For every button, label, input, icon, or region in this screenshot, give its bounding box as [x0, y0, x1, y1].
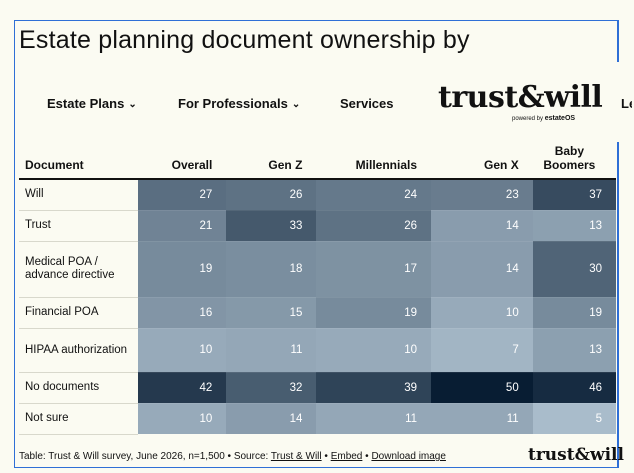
table-cell: 11 [316, 403, 432, 435]
site-navbar: Estate Plans ⌄ For Professionals ⌄ Service… [18, 62, 632, 142]
table-cell: 50 [431, 372, 533, 404]
trustwill-logo[interactable]: trust&will [438, 80, 603, 115]
table-cell: 19 [316, 297, 432, 329]
row-label: Trust [19, 210, 138, 242]
table-cell: 32 [226, 372, 317, 404]
table-footer: Table: Trust & Will survey, June 2026, n… [19, 451, 446, 462]
nav-estate-plans[interactable]: Estate Plans ⌄ [47, 96, 137, 111]
table-cell: 14 [431, 210, 533, 242]
table-cell: 13 [532, 210, 616, 242]
chevron-down-icon: ⌄ [128, 99, 137, 110]
col-header-overall: Overall [137, 142, 227, 180]
table-cell: 39 [316, 372, 432, 404]
col-header-gen-z: Gen Z [226, 142, 317, 180]
nav-for-professionals[interactable]: For Professionals ⌄ [178, 96, 300, 111]
table-cell: 26 [226, 179, 317, 211]
table-row: No documents 42 32 39 50 46 [19, 372, 616, 404]
table-cell: 13 [532, 328, 616, 373]
table-cell: 10 [316, 328, 432, 373]
table-cell: 30 [532, 241, 616, 298]
table-cell: 14 [226, 403, 317, 435]
table-cell: 26 [316, 210, 432, 242]
chevron-down-icon: ⌄ [291, 99, 301, 110]
footer-logo[interactable]: trust&will [528, 445, 624, 465]
logo-powered-by: powered by estateOS [512, 115, 575, 122]
nav-cut-item[interactable]: Le [621, 96, 632, 111]
col-header-gen-x: Gen X [431, 142, 533, 180]
embed-link[interactable]: Embed [330, 451, 363, 462]
row-label: Not sure [19, 403, 138, 435]
table-cell: 23 [431, 179, 533, 211]
table-cell: 37 [532, 179, 616, 211]
estateos-brand: estateOS [544, 115, 576, 122]
table-cell: 21 [137, 210, 227, 242]
col-header-document: Document [19, 142, 138, 180]
row-label: Medical POA / advance directive [19, 241, 138, 298]
table-cell: 17 [316, 241, 432, 298]
table-cell: 11 [226, 328, 317, 373]
footer-sep: • [362, 451, 372, 462]
table-cell: 24 [316, 179, 432, 211]
table-row: Trust 21 33 26 14 13 [19, 210, 616, 242]
row-label: Will [19, 179, 138, 211]
row-label: HIPAA authorization [19, 328, 138, 373]
table-row: Financial POA 16 15 19 10 19 [19, 297, 616, 329]
download-image-link[interactable]: Download image [371, 451, 446, 462]
page-title: Estate planning document ownership by [19, 26, 470, 54]
col-header-baby-boomers: Baby Boomers [532, 142, 616, 180]
table-cell: 27 [137, 179, 227, 211]
table-row: HIPAA authorization 10 11 10 7 13 [19, 328, 616, 373]
table-cell: 14 [431, 241, 533, 298]
table-cell: 19 [137, 241, 227, 298]
table-row: Will 27 26 24 23 37 [19, 179, 616, 211]
row-label: Financial POA [19, 297, 138, 329]
table-cell: 11 [431, 403, 533, 435]
nav-for-professionals-label: For Professionals [178, 96, 288, 111]
col-header-millennials: Millennials [316, 142, 432, 180]
powered-by-text: powered by [512, 116, 544, 122]
row-label: No documents [19, 372, 138, 404]
footer-sep: • [321, 451, 331, 462]
table-row: Not sure 10 14 11 11 5 [19, 403, 616, 435]
table-cell: 46 [532, 372, 616, 404]
table-header-row: Document Overall Gen Z Millennials Gen X… [19, 142, 616, 180]
table-cell: 5 [532, 403, 616, 435]
table-cell: 19 [532, 297, 616, 329]
table-row: Medical POA / advance directive 19 18 17 14 3… [19, 241, 616, 298]
ownership-table: Document Overall Gen Z Millennials Gen X… [19, 142, 616, 435]
table-cell: 15 [226, 297, 317, 329]
footer-caption: Table: Trust & Will survey, June 2026, n… [19, 451, 271, 462]
table-cell: 18 [226, 241, 317, 298]
table-cell: 10 [137, 328, 227, 373]
nav-estate-plans-label: Estate Plans [47, 96, 125, 111]
table-cell: 10 [431, 297, 533, 329]
table-cell: 7 [431, 328, 533, 373]
nav-services[interactable]: Services [340, 96, 394, 111]
table-cell: 10 [137, 403, 227, 435]
table-cell: 33 [226, 210, 317, 242]
source-link[interactable]: Trust & Will [270, 451, 322, 462]
table-cell: 42 [137, 372, 227, 404]
table-body: Will 27 26 24 23 37 Trust 21 33 26 14 13 Medical POA… [19, 179, 616, 435]
table-cell: 16 [137, 297, 227, 329]
